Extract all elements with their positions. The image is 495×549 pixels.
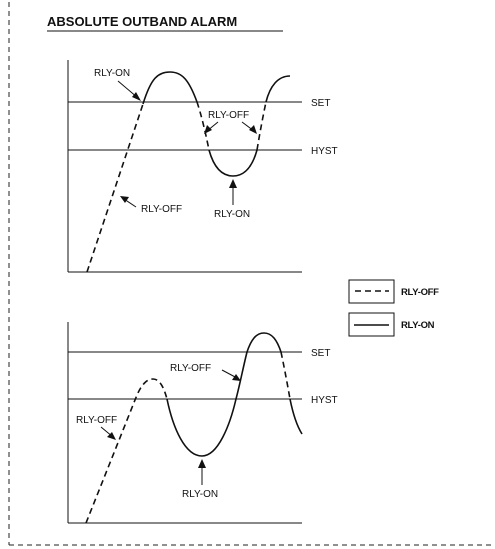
bottom-rly-off-upper-label: RLY-OFF (170, 363, 211, 374)
bottom-diagram: SET HYST RLY-OFF RLY-OFF RLY-ON (67, 322, 338, 524)
bottom-signal-end-solid (289, 398, 303, 435)
legend-dashed-box (348, 279, 395, 304)
bottom-rly-on-lower-label: RLY-ON (182, 489, 218, 500)
top-rly-on-upper-label: RLY-ON (94, 68, 130, 79)
top-rly-on-lower-arrowhead (229, 179, 237, 188)
top-set-label: SET (311, 98, 330, 109)
top-signal-fall-dashed (196, 101, 210, 151)
top-signal-peak-solid (142, 71, 198, 105)
legend-dashed-label: RLY-OFF (401, 287, 439, 298)
top-rly-off-lower-label: RLY-OFF (141, 204, 182, 215)
bottom-hyst-label: HYST (311, 395, 338, 406)
top-rly-off-lower-arrowhead (120, 196, 129, 203)
bottom-rly-off-left-label: RLY-OFF (76, 415, 117, 426)
top-signal-end-solid (265, 75, 291, 103)
diagram-title: ABSOLUTE OUTBAND ALARM (47, 14, 237, 29)
bottom-signal-rise-dashed (85, 378, 168, 524)
top-rly-off-upper-label: RLY-OFF (208, 110, 249, 121)
bottom-rly-off-left-arrowhead (107, 432, 116, 440)
bottom-signal-dip-solid (166, 351, 248, 457)
top-signal-trough-solid (208, 149, 258, 177)
top-rly-off-arrowhead-left (204, 125, 212, 134)
bottom-signal-fall-dashed (280, 351, 291, 400)
bottom-rly-off-upper-arrowhead (232, 374, 241, 381)
legend: RLY-OFF RLY-ON (348, 279, 439, 337)
top-signal-rise2-dashed (256, 101, 267, 151)
top-diagram: SET HYST RLY-ON RLY-OFF RLY-OFF RLY-ON (67, 60, 338, 273)
top-rly-on-lower-label: RLY-ON (214, 209, 250, 220)
top-hyst-label: HYST (311, 146, 338, 157)
bottom-set-label: SET (311, 348, 330, 359)
bottom-signal-peak-solid (246, 332, 282, 353)
top-rly-on-upper-arrowhead (132, 92, 141, 101)
bottom-rly-on-lower-arrowhead (198, 459, 206, 468)
legend-solid-label: RLY-ON (401, 320, 435, 331)
top-rly-off-arrowhead-right (249, 125, 257, 134)
top-signal-rise-dashed (86, 103, 144, 273)
